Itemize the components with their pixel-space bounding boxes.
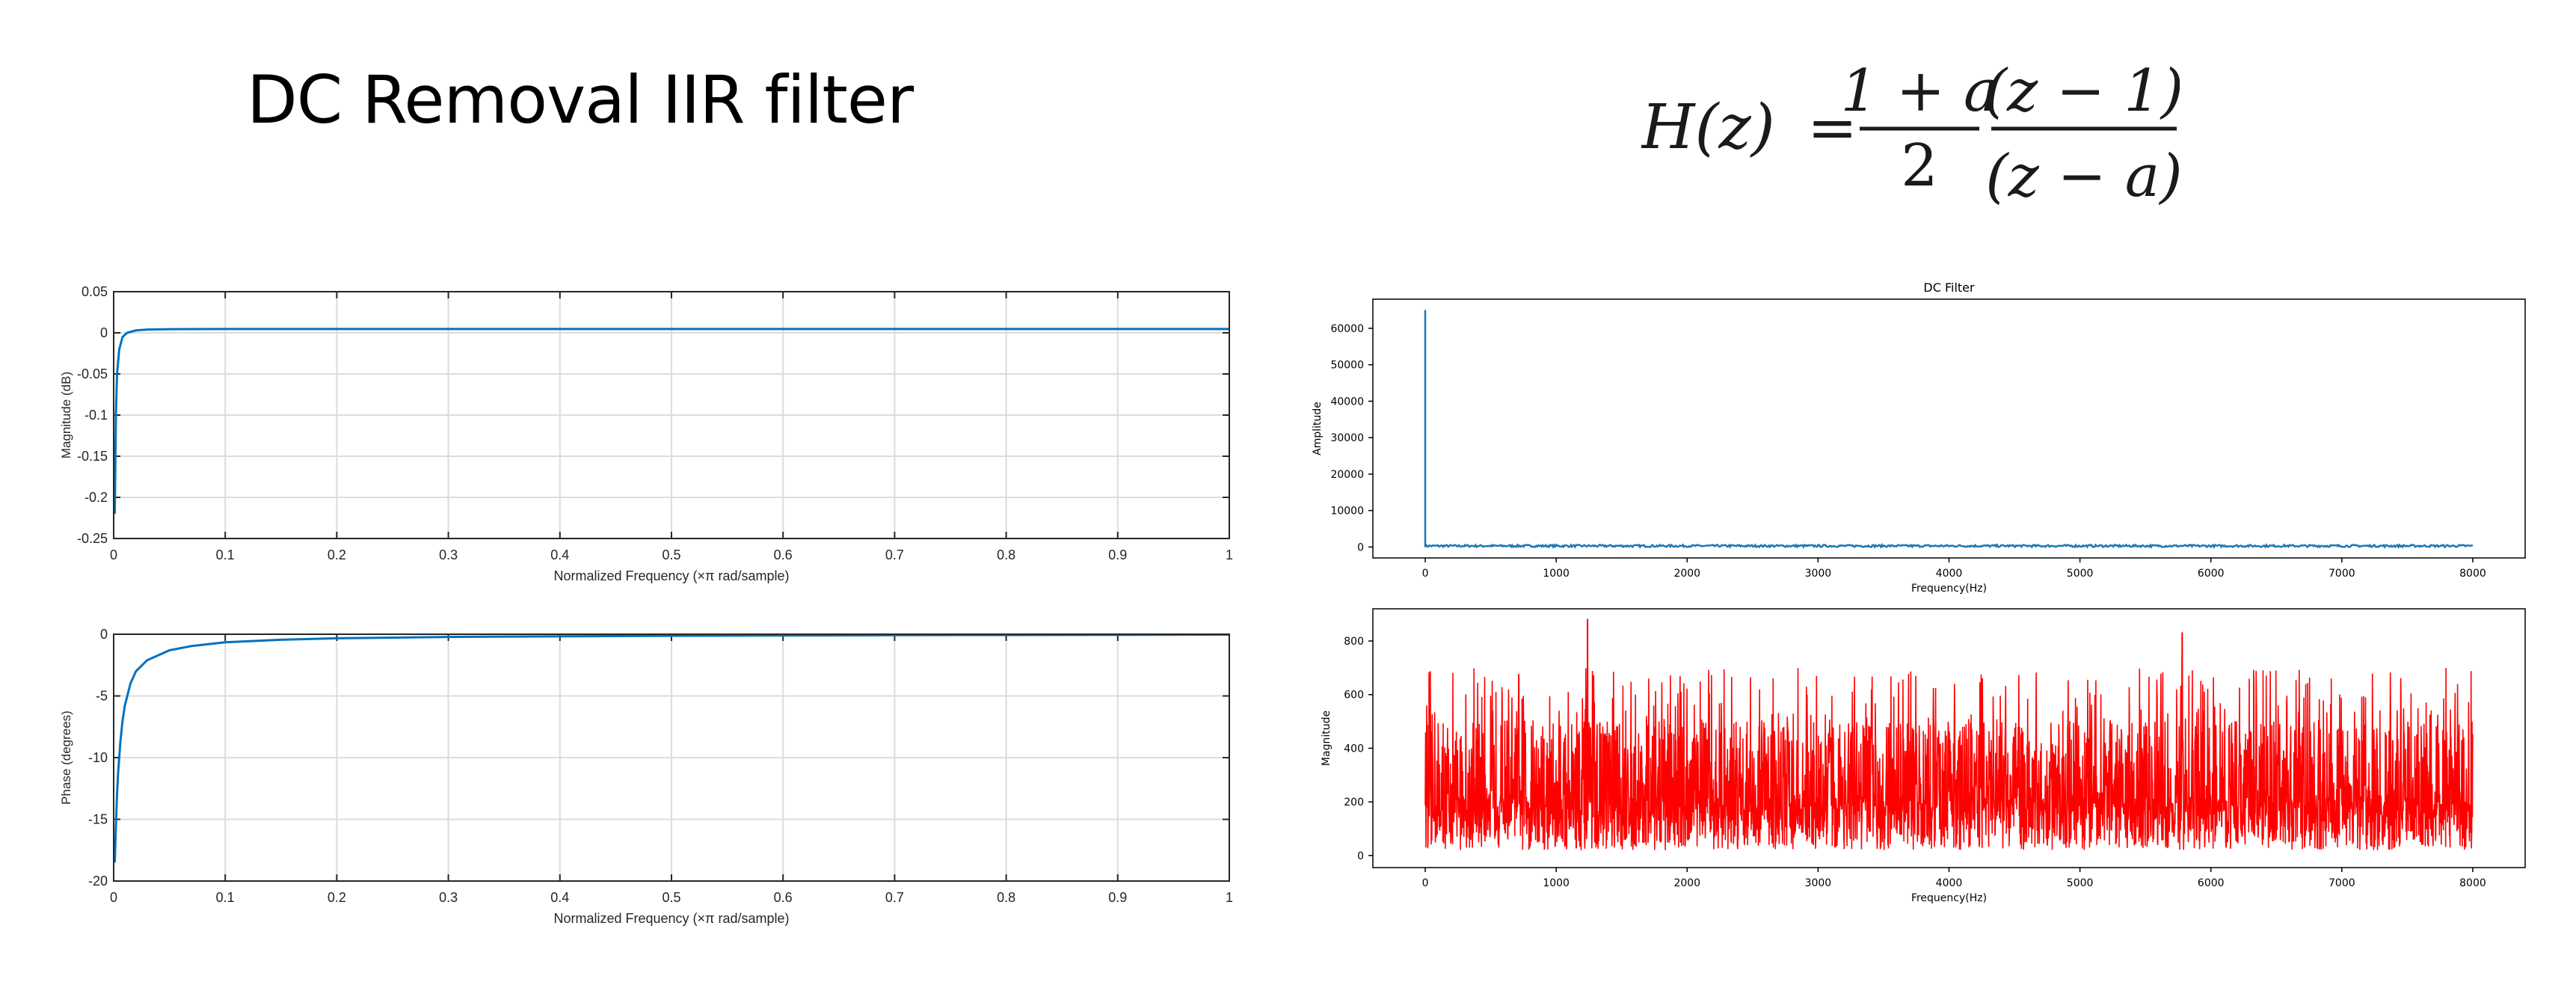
series-line	[114, 328, 1229, 515]
transfer-function-formula: H(z) = 1 + a 2 (z − 1) (z − a)	[1641, 58, 2180, 210]
y-axis-label: Amplitude	[1312, 402, 1324, 455]
x-tick-label: 0.5	[662, 547, 680, 562]
x-tick-label: 0.2	[328, 547, 346, 562]
y-tick-label: 800	[1344, 636, 1364, 648]
y-tick-label: -20	[88, 874, 108, 889]
x-tick-label: 1	[1226, 890, 1233, 905]
formula-lhs: H(z)	[1641, 92, 1775, 163]
y-tick-label: 400	[1344, 743, 1364, 755]
y-tick-label: 20000	[1330, 469, 1364, 481]
x-tick-label: 5000	[2067, 568, 2094, 580]
plot-frame	[1372, 298, 2526, 559]
x-tick-label: 1000	[1543, 568, 1570, 580]
plot-frame	[113, 291, 1230, 539]
magnitude-response-chart: 0 0.1 0.2 0.3 0.4 0.5 0.6 0.7 0.8 0.9 1 0.05 0 -0.05 -…	[59, 284, 1233, 583]
x-tick-label: 0.6	[774, 890, 793, 905]
y-tick-label: 0	[100, 325, 108, 340]
x-tick-label: 6000	[2198, 568, 2225, 580]
y-tick-label: 600	[1344, 690, 1364, 702]
x-tick-label: 0.6	[774, 547, 793, 562]
y-tick-label: 0	[100, 627, 108, 642]
series-line	[1424, 310, 2474, 549]
x-tick-label: 7000	[2328, 877, 2355, 889]
x-tick-label: 0	[1422, 877, 1429, 889]
x-tick-label: 0.9	[1108, 547, 1127, 562]
y-axis-label: Magnitude	[1321, 711, 1332, 766]
x-tick-label: 1000	[1543, 877, 1570, 889]
x-tick-label: 0.4	[550, 890, 569, 905]
x-axis-label: Normalized Frequency (×π rad/sample)	[553, 568, 789, 583]
plot-frame	[113, 633, 1230, 882]
x-tick-label: 0.8	[997, 890, 1015, 905]
formula-equals: =	[1807, 93, 1857, 162]
y-tick-label: 0.05	[82, 284, 108, 299]
x-axis-label: Frequency(Hz)	[1911, 892, 1987, 904]
chart-title: DC Filter	[1923, 280, 1975, 295]
y-tick-label: -0.25	[77, 531, 108, 546]
slide-title: DC Removal IIR filter	[247, 61, 914, 138]
y-tick-label: 50000	[1330, 360, 1364, 372]
y-axis-label: Magnitude (dB)	[59, 372, 73, 458]
x-tick-label: 2000	[1673, 568, 1700, 580]
y-tick-label: 10000	[1330, 506, 1364, 518]
y-tick-label: 30000	[1330, 432, 1364, 444]
y-tick-label: 200	[1344, 797, 1364, 808]
formula-denominator-left: 2	[1901, 132, 1938, 200]
y-tick-label: -0.2	[84, 490, 108, 505]
dc-filter-amplitude-chart: 0 1000 2000 3000 4000 5000 6000 7000 8000 0 10000 2…	[1312, 280, 2526, 595]
x-tick-label: 0	[1422, 568, 1429, 580]
series-line	[114, 633, 1230, 863]
formula-numerator-left: 1 + a	[1840, 58, 1998, 125]
y-tick-label: -5	[96, 689, 108, 704]
x-tick-label: 4000	[1936, 877, 1963, 889]
x-tick-label: 5000	[2067, 877, 2094, 889]
x-tick-label: 0.3	[439, 890, 458, 905]
x-tick-label: 0.5	[662, 890, 680, 905]
y-tick-label: -0.05	[77, 366, 108, 381]
x-tick-label: 1	[1226, 547, 1233, 562]
x-axis-label: Frequency(Hz)	[1911, 583, 1987, 595]
y-tick-label: 0	[1357, 541, 1364, 553]
x-tick-label: 0.9	[1108, 890, 1127, 905]
x-tick-label: 8000	[2459, 568, 2486, 580]
y-axis-label: Phase (degrees)	[59, 711, 73, 805]
formula-numerator-right: (z − 1)	[1985, 58, 2180, 125]
x-tick-label: 0	[110, 890, 117, 905]
x-tick-label: 0.7	[885, 890, 904, 905]
x-tick-label: 7000	[2328, 568, 2355, 580]
x-axis-label: Normalized Frequency (×π rad/sample)	[553, 911, 789, 926]
y-tick-label: 0	[1357, 850, 1364, 862]
phase-response-chart: 0 0.1 0.2 0.3 0.4 0.5 0.6 0.7 0.8 0.9 1 0 -5 -10 -15 -2…	[59, 627, 1233, 926]
x-tick-label: 3000	[1805, 568, 1832, 580]
y-tick-label: -10	[88, 750, 108, 765]
x-tick-label: 6000	[2198, 877, 2225, 889]
x-tick-label: 0.7	[885, 547, 904, 562]
x-tick-label: 0.4	[550, 547, 569, 562]
y-tick-label: -0.15	[77, 449, 108, 464]
x-tick-label: 0.2	[328, 890, 346, 905]
x-tick-label: 3000	[1805, 877, 1832, 889]
x-tick-label: 0.1	[216, 547, 235, 562]
series-line	[1424, 619, 2474, 850]
x-tick-label: 2000	[1673, 877, 1700, 889]
y-tick-label: -15	[88, 812, 108, 827]
y-tick-label: 60000	[1330, 323, 1364, 335]
x-tick-label: 0.8	[997, 547, 1015, 562]
x-tick-label: 0.3	[439, 547, 458, 562]
x-tick-label: 0	[110, 547, 117, 562]
x-tick-label: 8000	[2459, 877, 2486, 889]
dc-filter-magnitude-chart: 0 1000 2000 3000 4000 5000 6000 7000 8000 0 200 400…	[1321, 608, 2526, 904]
x-tick-label: 4000	[1936, 568, 1963, 580]
y-tick-label: -0.1	[84, 408, 108, 423]
y-tick-label: 40000	[1330, 396, 1364, 408]
formula-denominator-right: (z − a)	[1985, 143, 2180, 210]
x-tick-label: 0.1	[216, 890, 235, 905]
